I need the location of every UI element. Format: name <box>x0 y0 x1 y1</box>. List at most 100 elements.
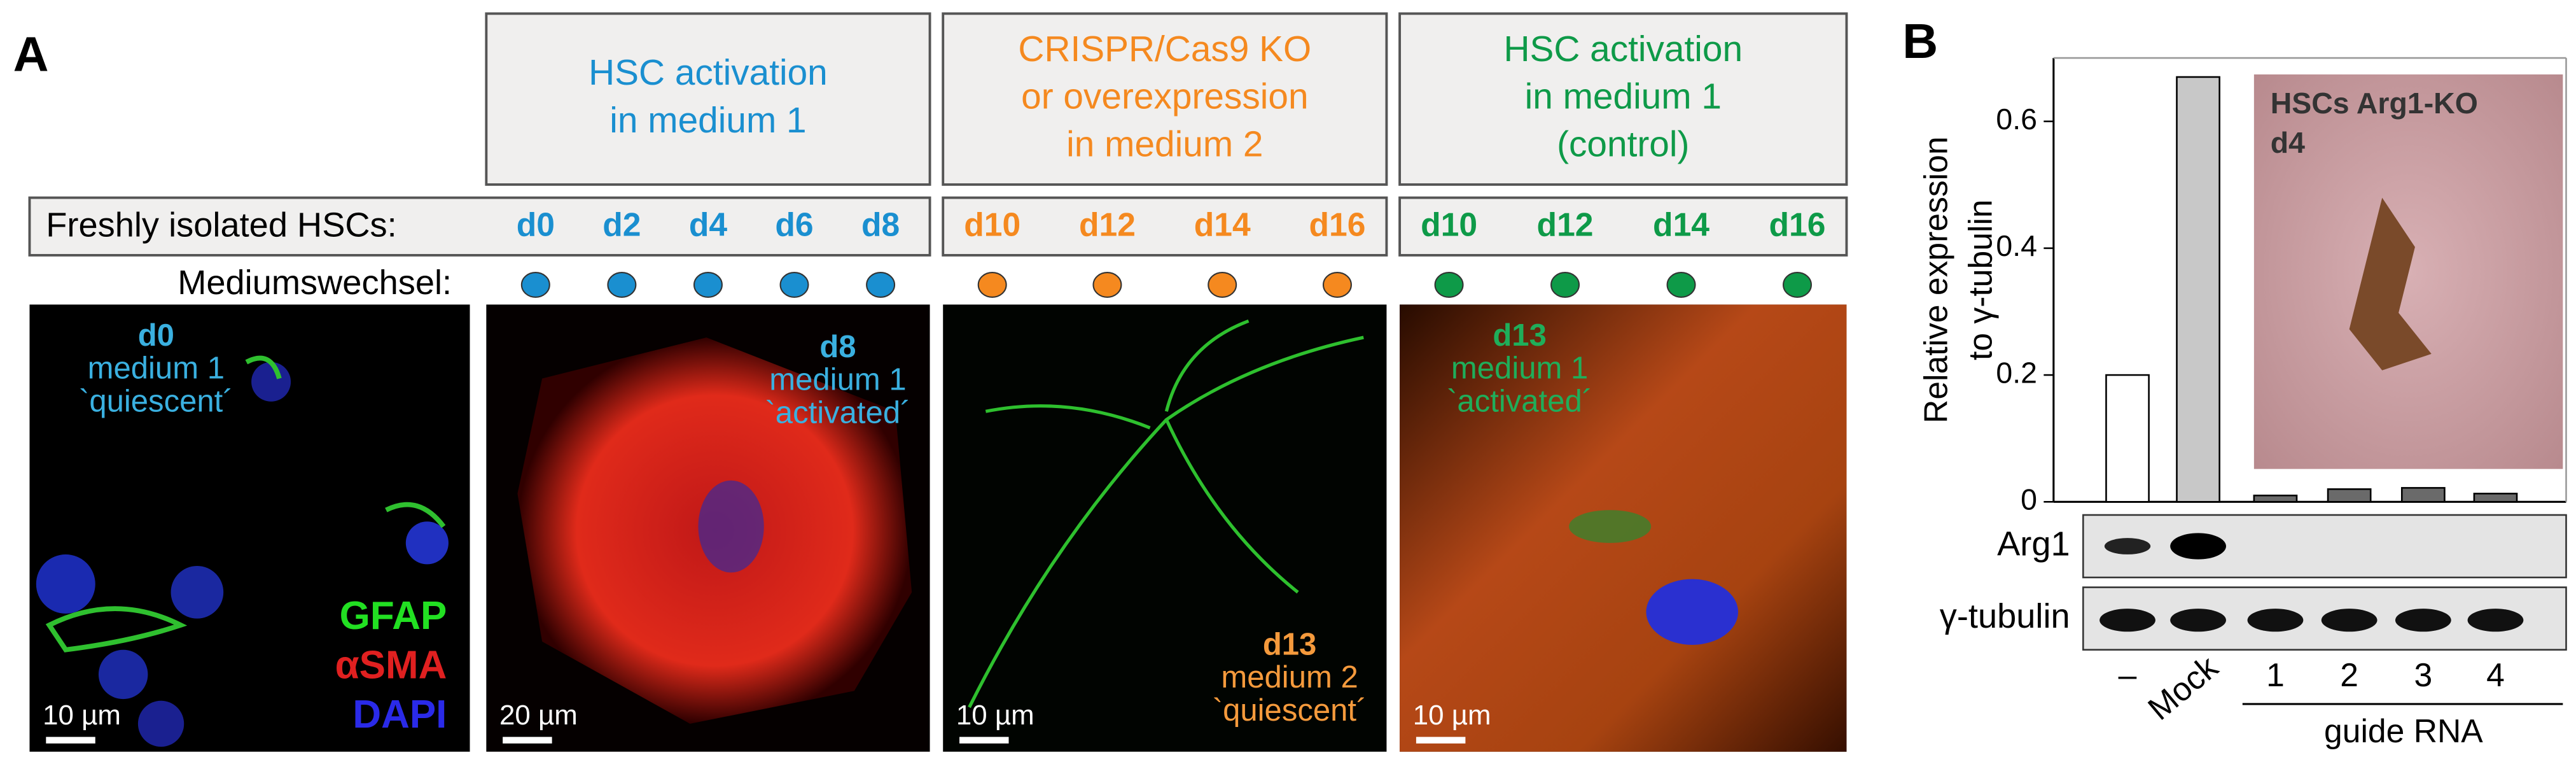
y-tick-label: 0.2 <box>1996 356 2037 389</box>
scale-bar-label: 10 µm <box>43 700 121 731</box>
header-box <box>485 12 931 186</box>
row-box <box>28 196 931 257</box>
medium-change-dot <box>693 272 723 298</box>
blot-label: Arg1 <box>1997 525 2070 563</box>
header-text: in medium 2 <box>1066 125 1263 165</box>
medium-change-dot <box>520 272 550 298</box>
blot-label: γ-tubulin <box>1940 597 2070 635</box>
row-box <box>1398 196 1848 257</box>
day-label: d8 <box>861 206 900 243</box>
image-label: `activated´ <box>1447 384 1592 418</box>
x-tick-label: 2 <box>2340 656 2358 693</box>
medium-change-dot <box>977 272 1007 298</box>
day-label: d4 <box>689 206 728 243</box>
header-text: HSC activation <box>588 53 828 93</box>
inset-label: HSCs Arg1-KO <box>2271 87 2478 120</box>
image-label: medium 1 <box>1451 351 1588 386</box>
tubulin-band <box>2099 609 2155 632</box>
tubulin-band <box>2247 609 2304 632</box>
scale-bar-label: 20 µm <box>499 700 578 731</box>
stain-label: DAPI <box>352 693 447 737</box>
bar <box>2327 488 2372 503</box>
arg1-band <box>2170 533 2226 560</box>
group-label: guide RNA <box>2324 712 2483 749</box>
bar <box>2473 493 2518 503</box>
y-tick-label: 0.4 <box>1996 229 2037 262</box>
medium-change-dot <box>779 272 809 298</box>
image-label: `quiescent´ <box>79 384 233 418</box>
bar <box>2400 487 2446 503</box>
scale-bar <box>503 737 552 744</box>
day-label: d10 <box>964 206 1020 243</box>
medium-change-dot <box>1550 272 1580 298</box>
y-axis-label: to γ-tubulin <box>1961 199 1998 360</box>
x-tick-label: 4 <box>2486 656 2505 693</box>
stain-label: αSMA <box>335 643 447 687</box>
y-axis-label: Relative expression <box>1918 136 1954 423</box>
scale-bar <box>959 737 1009 744</box>
header-box <box>1398 12 1848 186</box>
panel-label: A <box>13 27 49 82</box>
panel-label: B <box>1902 14 1938 69</box>
header-box <box>942 12 1388 186</box>
image-label: d8 <box>819 330 856 364</box>
bar <box>2253 495 2298 503</box>
x-tick-label: 3 <box>2414 656 2432 693</box>
image-label: d0 <box>138 318 174 353</box>
day-label: d14 <box>1653 206 1709 243</box>
image-label: medium 1 <box>769 363 906 397</box>
day-label: d0 <box>517 206 555 243</box>
tubulin-band <box>2321 609 2378 632</box>
y-tick-label: 0 <box>2021 483 2037 516</box>
y-tick-label: 0.6 <box>1996 102 2037 136</box>
day-label: d16 <box>1769 206 1826 243</box>
image-label: medium 1 <box>88 351 225 386</box>
day-label: d2 <box>602 206 641 243</box>
day-label: d10 <box>1421 206 1477 243</box>
medium-change-dot <box>1783 272 1812 298</box>
blot-bands <box>2099 533 2524 632</box>
day-label: d6 <box>775 206 813 243</box>
medium-change-dot <box>1434 272 1464 298</box>
bar <box>2176 76 2220 503</box>
scale-bar <box>1416 737 1466 744</box>
medium-change-dot <box>1092 272 1122 298</box>
day-label: d14 <box>1194 206 1251 243</box>
tubulin-band <box>2467 609 2524 632</box>
image-label: `activated´ <box>765 395 910 430</box>
image-label: d13 <box>1493 318 1547 353</box>
stain-label: GFAP <box>340 594 447 638</box>
x-tick-label: – <box>2119 656 2137 693</box>
day-label: d12 <box>1537 206 1594 243</box>
blot-box <box>2082 514 2567 579</box>
header-text: in medium 1 <box>1525 77 1722 117</box>
bar <box>2105 374 2150 503</box>
micrograph <box>943 304 1387 752</box>
day-label: d16 <box>1309 206 1365 243</box>
medium-change-dot <box>1322 272 1352 298</box>
scale-bar-label: 10 µm <box>956 700 1034 731</box>
medium-change-dot <box>1208 272 1237 298</box>
header-text: in medium 1 <box>609 101 806 141</box>
medium-change-dot <box>607 272 637 298</box>
medium-change-dot <box>866 272 896 298</box>
row-label: Freshly isolated HSCs: <box>46 206 396 244</box>
header-text: CRISPR/Cas9 KO <box>1018 29 1311 69</box>
image-label: d13 <box>1263 627 1317 661</box>
row-box <box>942 196 1388 257</box>
x-tick-label: Mock <box>2141 648 2225 727</box>
tubulin-band <box>2395 609 2451 632</box>
scale-bar <box>46 737 95 744</box>
x-tick-label: 1 <box>2266 656 2285 693</box>
inset-cell <box>2349 197 2432 370</box>
image-label: `quiescent´ <box>1213 693 1367 728</box>
tubulin-band <box>2170 609 2226 632</box>
header-text: or overexpression <box>1021 77 1308 117</box>
header-text: HSC activation <box>1503 29 1743 69</box>
scale-bar-label: 10 µm <box>1413 700 1491 731</box>
arg1-band <box>2104 538 2151 554</box>
cells <box>36 304 1847 752</box>
medium-label: Mediumswechsel: <box>178 264 452 302</box>
